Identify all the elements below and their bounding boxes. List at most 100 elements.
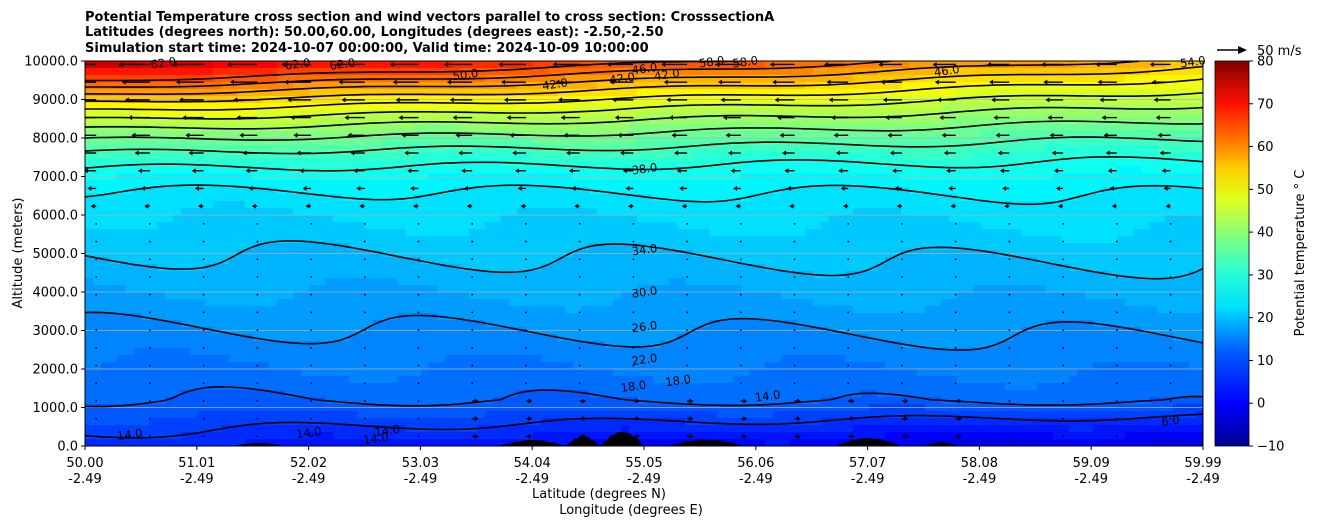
temperature-cell [477, 439, 486, 446]
temperature-cell [637, 355, 646, 363]
temperature-cell [733, 299, 742, 307]
temperature-cell [261, 383, 270, 391]
temperature-cell [325, 376, 334, 384]
temperature-cell [245, 222, 254, 230]
temperature-cell [381, 89, 390, 97]
temperature-cell [133, 425, 142, 433]
temperature-cell [509, 383, 518, 391]
temperature-cell [445, 236, 454, 244]
temperature-cell [685, 278, 694, 286]
temperature-cell [741, 418, 750, 426]
temperature-cell [85, 152, 94, 160]
temperature-cell [141, 201, 150, 209]
temperature-cell [533, 61, 542, 69]
temperature-cell [541, 411, 550, 419]
temperature-cell [725, 236, 734, 244]
temperature-cell [485, 145, 494, 153]
temperature-cell [405, 257, 414, 265]
temperature-cell [189, 138, 198, 146]
temperature-cell [117, 75, 126, 83]
temperature-cell [517, 257, 526, 265]
temperature-cell [621, 320, 630, 328]
temperature-cell [165, 264, 174, 272]
temperature-cell [357, 208, 366, 216]
temperature-cell [485, 110, 494, 118]
temperature-cell [525, 271, 534, 279]
temperature-cell [653, 439, 662, 446]
temperature-cell [485, 89, 494, 97]
temperature-cell [573, 152, 582, 160]
temperature-cell [685, 229, 694, 237]
temperature-cell [701, 418, 710, 426]
temperature-cell [181, 271, 190, 279]
temperature-cell [325, 439, 334, 446]
temperature-cell [301, 110, 310, 118]
temperature-cell [101, 236, 110, 244]
temperature-cell [317, 243, 326, 251]
temperature-cell [133, 152, 142, 160]
temperature-cell [373, 271, 382, 279]
temperature-cell [493, 194, 502, 202]
temperature-cell [701, 75, 710, 83]
temperature-cell [781, 390, 790, 398]
temperature-cell [685, 369, 694, 377]
temperature-cell [85, 425, 94, 433]
temperature-cell [685, 187, 694, 195]
temperature-cell [445, 418, 454, 426]
temperature-cell [125, 320, 134, 328]
temperature-cell [549, 411, 558, 419]
temperature-cell [197, 411, 206, 419]
temperature-cell [621, 68, 630, 76]
temperature-cell [581, 187, 590, 195]
temperature-cell [205, 243, 214, 251]
temperature-cell [693, 180, 702, 188]
temperature-cell [541, 222, 550, 230]
temperature-cell [781, 208, 790, 216]
temperature-cell [421, 334, 430, 342]
temperature-cell [581, 75, 590, 83]
temperature-cell [549, 390, 558, 398]
temperature-cell [133, 75, 142, 83]
temperature-cell [357, 397, 366, 405]
temperature-cell [589, 208, 598, 216]
temperature-cell [197, 376, 206, 384]
temperature-cell [557, 117, 566, 125]
temperature-cell [173, 355, 182, 363]
temperature-cell [797, 369, 806, 377]
temperature-cell [485, 362, 494, 370]
temperature-cell [293, 82, 302, 90]
temperature-cell [469, 222, 478, 230]
temperature-cell [277, 110, 286, 118]
temperature-cell [717, 117, 726, 125]
temperature-cell [629, 208, 638, 216]
temperature-cell [229, 229, 238, 237]
temperature-cell [461, 292, 470, 300]
temperature-cell [309, 418, 318, 426]
temperature-cell [565, 117, 574, 125]
temperature-cell [253, 299, 262, 307]
temperature-cell [573, 159, 582, 167]
temperature-cell [621, 271, 630, 279]
temperature-cell [173, 397, 182, 405]
temperature-cell [669, 432, 678, 440]
temperature-cell [429, 194, 438, 202]
temperature-cell [213, 131, 222, 139]
temperature-cell [421, 376, 430, 384]
temperature-cell [117, 145, 126, 153]
temperature-cell [181, 369, 190, 377]
temperature-cell [181, 180, 190, 188]
temperature-cell [85, 201, 94, 209]
temperature-cell [781, 166, 790, 174]
temperature-cell [773, 243, 782, 251]
temperature-cell [533, 117, 542, 125]
temperature-cell [245, 432, 254, 440]
temperature-cell [597, 369, 606, 377]
temperature-cell [189, 411, 198, 419]
temperature-cell [205, 61, 214, 69]
temperature-cell [421, 110, 430, 118]
temperature-cell [525, 180, 534, 188]
temperature-cell [413, 222, 422, 230]
temperature-cell [549, 124, 558, 132]
temperature-cell [597, 376, 606, 384]
temperature-cell [389, 117, 398, 125]
